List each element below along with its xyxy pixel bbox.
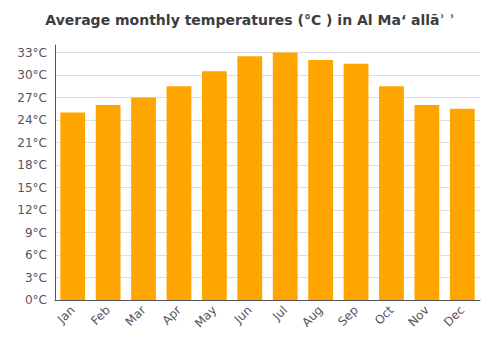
svg-text:Sep: Sep	[335, 303, 361, 329]
svg-text:Aug: Aug	[299, 303, 325, 329]
svg-text:24°C: 24°C	[17, 113, 47, 127]
svg-text:18°C: 18°C	[17, 158, 47, 172]
svg-text:Jan: Jan	[54, 303, 78, 327]
svg-text:Feb: Feb	[88, 303, 113, 328]
svg-text:Jun: Jun	[231, 303, 255, 327]
svg-text:30°C: 30°C	[17, 68, 47, 82]
svg-text:27°C: 27°C	[17, 91, 47, 105]
svg-text:Average monthly temperatures (: Average monthly temperatures (°C ) in Al…	[45, 12, 454, 28]
svg-text:21°C: 21°C	[17, 136, 47, 150]
svg-text:Nov: Nov	[405, 303, 431, 329]
svg-text:15°C: 15°C	[17, 181, 47, 195]
svg-text:Jul: Jul	[269, 303, 290, 324]
svg-text:Oct: Oct	[372, 303, 397, 328]
svg-text:6°C: 6°C	[25, 248, 47, 262]
svg-text:9°C: 9°C	[25, 226, 47, 240]
svg-text:Dec: Dec	[441, 303, 467, 329]
svg-text:3°C: 3°C	[25, 271, 47, 285]
svg-text:0°C: 0°C	[25, 293, 47, 307]
svg-text:Mar: Mar	[123, 303, 149, 329]
svg-text:12°C: 12°C	[17, 203, 47, 217]
svg-text:May: May	[192, 303, 219, 330]
svg-text:Apr: Apr	[159, 303, 184, 328]
svg-text:33°C: 33°C	[17, 46, 47, 60]
